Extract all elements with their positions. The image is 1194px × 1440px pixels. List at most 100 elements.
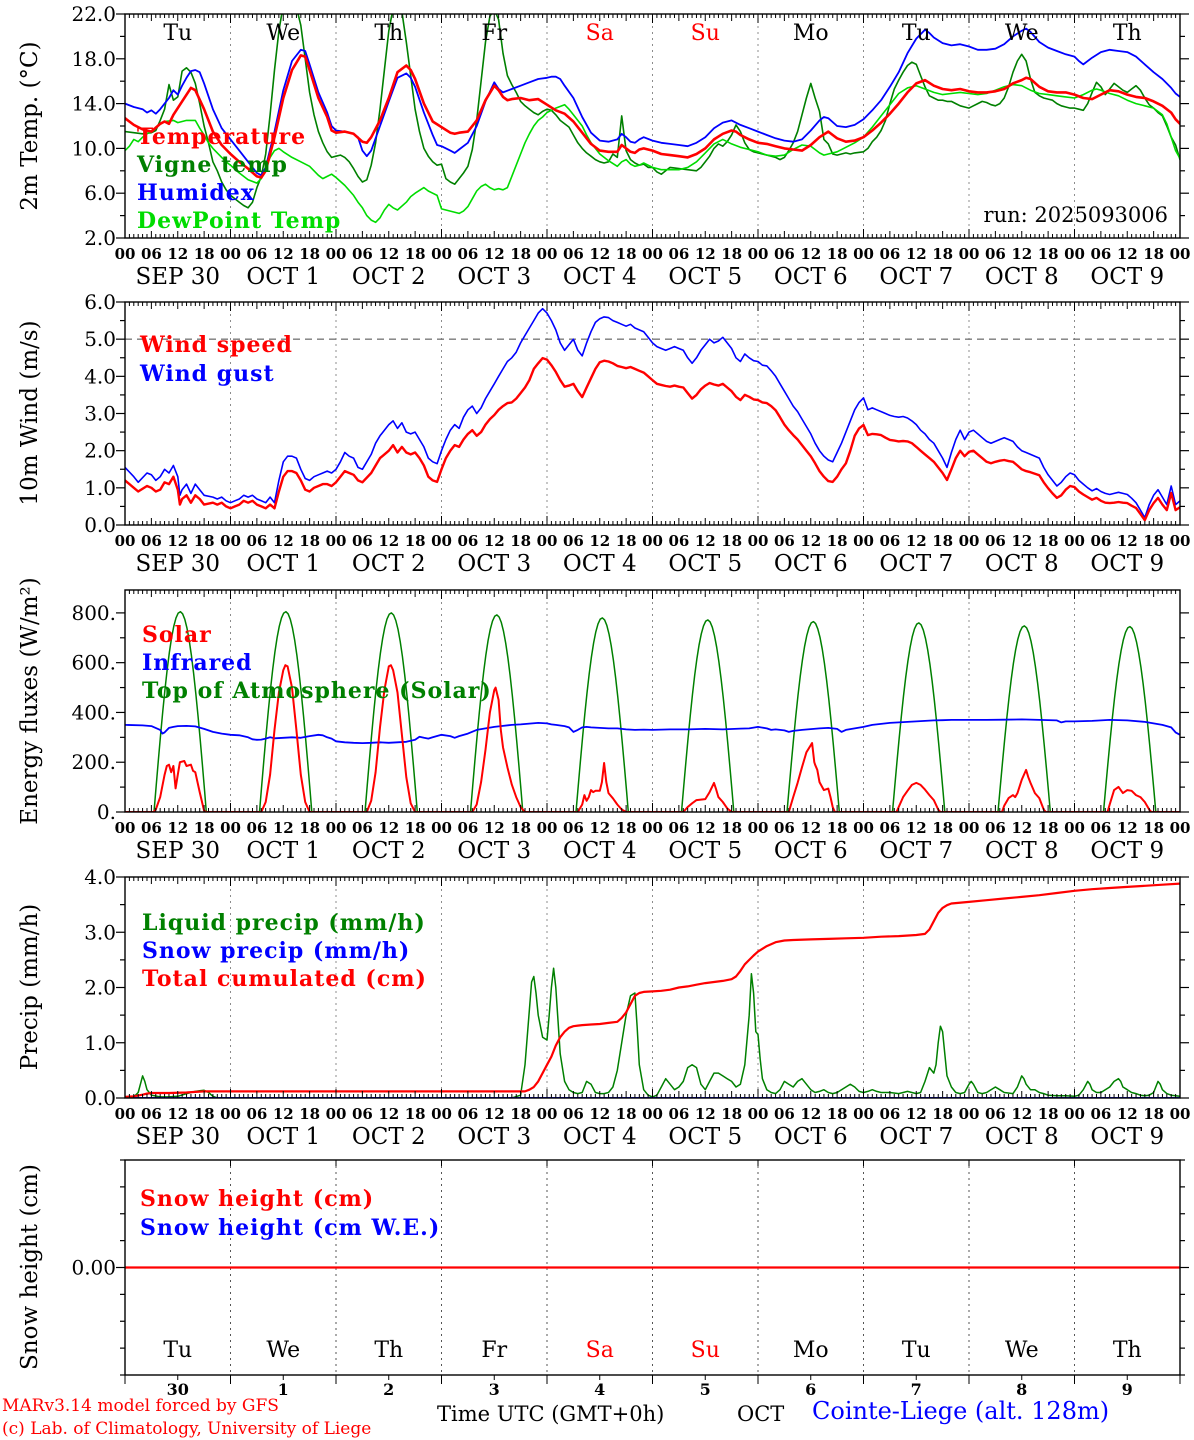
svg-text:30: 30: [167, 1380, 189, 1399]
svg-text:18: 18: [932, 1105, 953, 1123]
svg-text:06: 06: [246, 245, 267, 263]
svg-text:06: 06: [141, 819, 162, 837]
svg-text:SEP 30: SEP 30: [135, 1124, 220, 1150]
svg-text:18: 18: [405, 245, 426, 263]
svg-text:12: 12: [167, 819, 188, 837]
credit-line-2: (c) Lab. of Climatology, University of L…: [2, 1419, 372, 1439]
credit-line-1: MARv3.14 model forced by GFS: [2, 1396, 279, 1416]
svg-text:12: 12: [484, 532, 505, 550]
svg-text:18: 18: [1038, 1105, 1059, 1123]
svg-text:06: 06: [141, 245, 162, 263]
svg-text:OCT 8: OCT 8: [985, 838, 1059, 864]
svg-text:12: 12: [167, 1105, 188, 1123]
svg-text:We: We: [266, 21, 300, 46]
svg-text:18: 18: [827, 532, 848, 550]
svg-text:Th: Th: [374, 1338, 403, 1363]
svg-text:OCT 1: OCT 1: [246, 264, 320, 290]
svg-text:06: 06: [352, 245, 373, 263]
svg-text:1.0: 1.0: [84, 476, 116, 500]
svg-text:18: 18: [299, 1105, 320, 1123]
svg-text:OCT 7: OCT 7: [879, 1124, 953, 1150]
legend-liquid-precip: Liquid precip (mm/h): [142, 910, 426, 936]
svg-text:06: 06: [668, 532, 689, 550]
svg-text:18: 18: [1038, 532, 1059, 550]
svg-text:18: 18: [932, 819, 953, 837]
svg-text:00: 00: [959, 532, 980, 550]
legend-dewpoint: DewPoint Temp: [137, 208, 342, 234]
svg-text:Th: Th: [1113, 21, 1142, 46]
series-wind-gust: [125, 307, 1180, 519]
svg-text:OCT 3: OCT 3: [457, 1124, 531, 1150]
svg-text:12: 12: [273, 532, 294, 550]
svg-text:12: 12: [906, 819, 927, 837]
svg-text:OCT 6: OCT 6: [774, 264, 848, 290]
svg-text:7: 7: [911, 1380, 922, 1399]
svg-text:18: 18: [299, 532, 320, 550]
svg-text:4: 4: [594, 1380, 605, 1399]
svg-text:06: 06: [141, 532, 162, 550]
svg-text:18: 18: [827, 1105, 848, 1123]
svg-text:0.00: 0.00: [71, 1256, 116, 1280]
svg-text:06: 06: [246, 532, 267, 550]
svg-text:OCT 6: OCT 6: [774, 551, 848, 577]
svg-text:12: 12: [1117, 819, 1138, 837]
svg-text:600.: 600.: [71, 651, 116, 675]
panel-energy: 800.600.400.200.0.00 06 12 18 00 06 12 18 00 06 12…: [71, 589, 1190, 864]
svg-text:12: 12: [378, 819, 399, 837]
panel-precip: 4.03.02.01.00.000 06 12 18 00 06 12 18 00 06 12 18 0…: [84, 865, 1190, 1150]
svg-text:18: 18: [405, 819, 426, 837]
svg-text:18: 18: [1143, 819, 1164, 837]
svg-text:SEP 30: SEP 30: [135, 838, 220, 864]
svg-text:1.0: 1.0: [84, 1031, 116, 1055]
svg-text:00: 00: [1064, 532, 1085, 550]
svg-text:18: 18: [616, 819, 637, 837]
svg-text:00: 00: [1170, 1105, 1191, 1123]
svg-text:06: 06: [668, 245, 689, 263]
svg-text:OCT 3: OCT 3: [457, 551, 531, 577]
legend-wind-speed: Wind speed: [140, 332, 293, 358]
svg-text:Th: Th: [1113, 1338, 1142, 1363]
svg-text:18: 18: [721, 532, 742, 550]
svg-text:Su: Su: [691, 21, 720, 46]
svg-text:12: 12: [378, 532, 399, 550]
svg-text:18: 18: [194, 532, 215, 550]
svg-text:12: 12: [800, 245, 821, 263]
svg-text:5.0: 5.0: [84, 327, 116, 351]
svg-text:06: 06: [1090, 819, 1111, 837]
svg-text:18: 18: [616, 532, 637, 550]
svg-text:12: 12: [906, 532, 927, 550]
svg-text:OCT 2: OCT 2: [352, 551, 426, 577]
svg-text:OCT 9: OCT 9: [1090, 551, 1164, 577]
svg-text:00: 00: [431, 245, 452, 263]
svg-text:00: 00: [115, 819, 136, 837]
svg-text:OCT 4: OCT 4: [563, 838, 637, 864]
svg-text:06: 06: [1090, 1105, 1111, 1123]
svg-text:12: 12: [695, 245, 716, 263]
svg-text:00: 00: [220, 1105, 241, 1123]
svg-text:Tu: Tu: [902, 1338, 931, 1363]
legend-toa-solar: Top of Atmosphere (Solar): [142, 678, 492, 704]
svg-text:18: 18: [405, 1105, 426, 1123]
svg-text:10.0: 10.0: [71, 136, 116, 160]
svg-text:18: 18: [194, 1105, 215, 1123]
svg-text:1: 1: [278, 1380, 289, 1399]
svg-text:06: 06: [563, 1105, 584, 1123]
svg-text:06: 06: [141, 1105, 162, 1123]
svg-text:6: 6: [805, 1380, 816, 1399]
time-axis-title: Time UTC (GMT+0h): [437, 1402, 665, 1426]
svg-text:00: 00: [642, 245, 663, 263]
svg-text:2.0: 2.0: [84, 226, 116, 250]
svg-text:OCT 9: OCT 9: [1090, 1124, 1164, 1150]
svg-text:00: 00: [326, 819, 347, 837]
svg-text:Mo: Mo: [793, 1338, 829, 1363]
series-solar: [125, 664, 1180, 812]
svg-text:OCT 1: OCT 1: [246, 551, 320, 577]
svg-text:OCT 2: OCT 2: [352, 838, 426, 864]
svg-text:00: 00: [537, 1105, 558, 1123]
axis-title-temp: 2m Temp. (°C): [17, 41, 43, 211]
legend-humidex: Humidex: [137, 180, 255, 206]
svg-text:Tu: Tu: [163, 1338, 192, 1363]
svg-text:6.0: 6.0: [84, 290, 116, 314]
svg-text:06: 06: [774, 819, 795, 837]
